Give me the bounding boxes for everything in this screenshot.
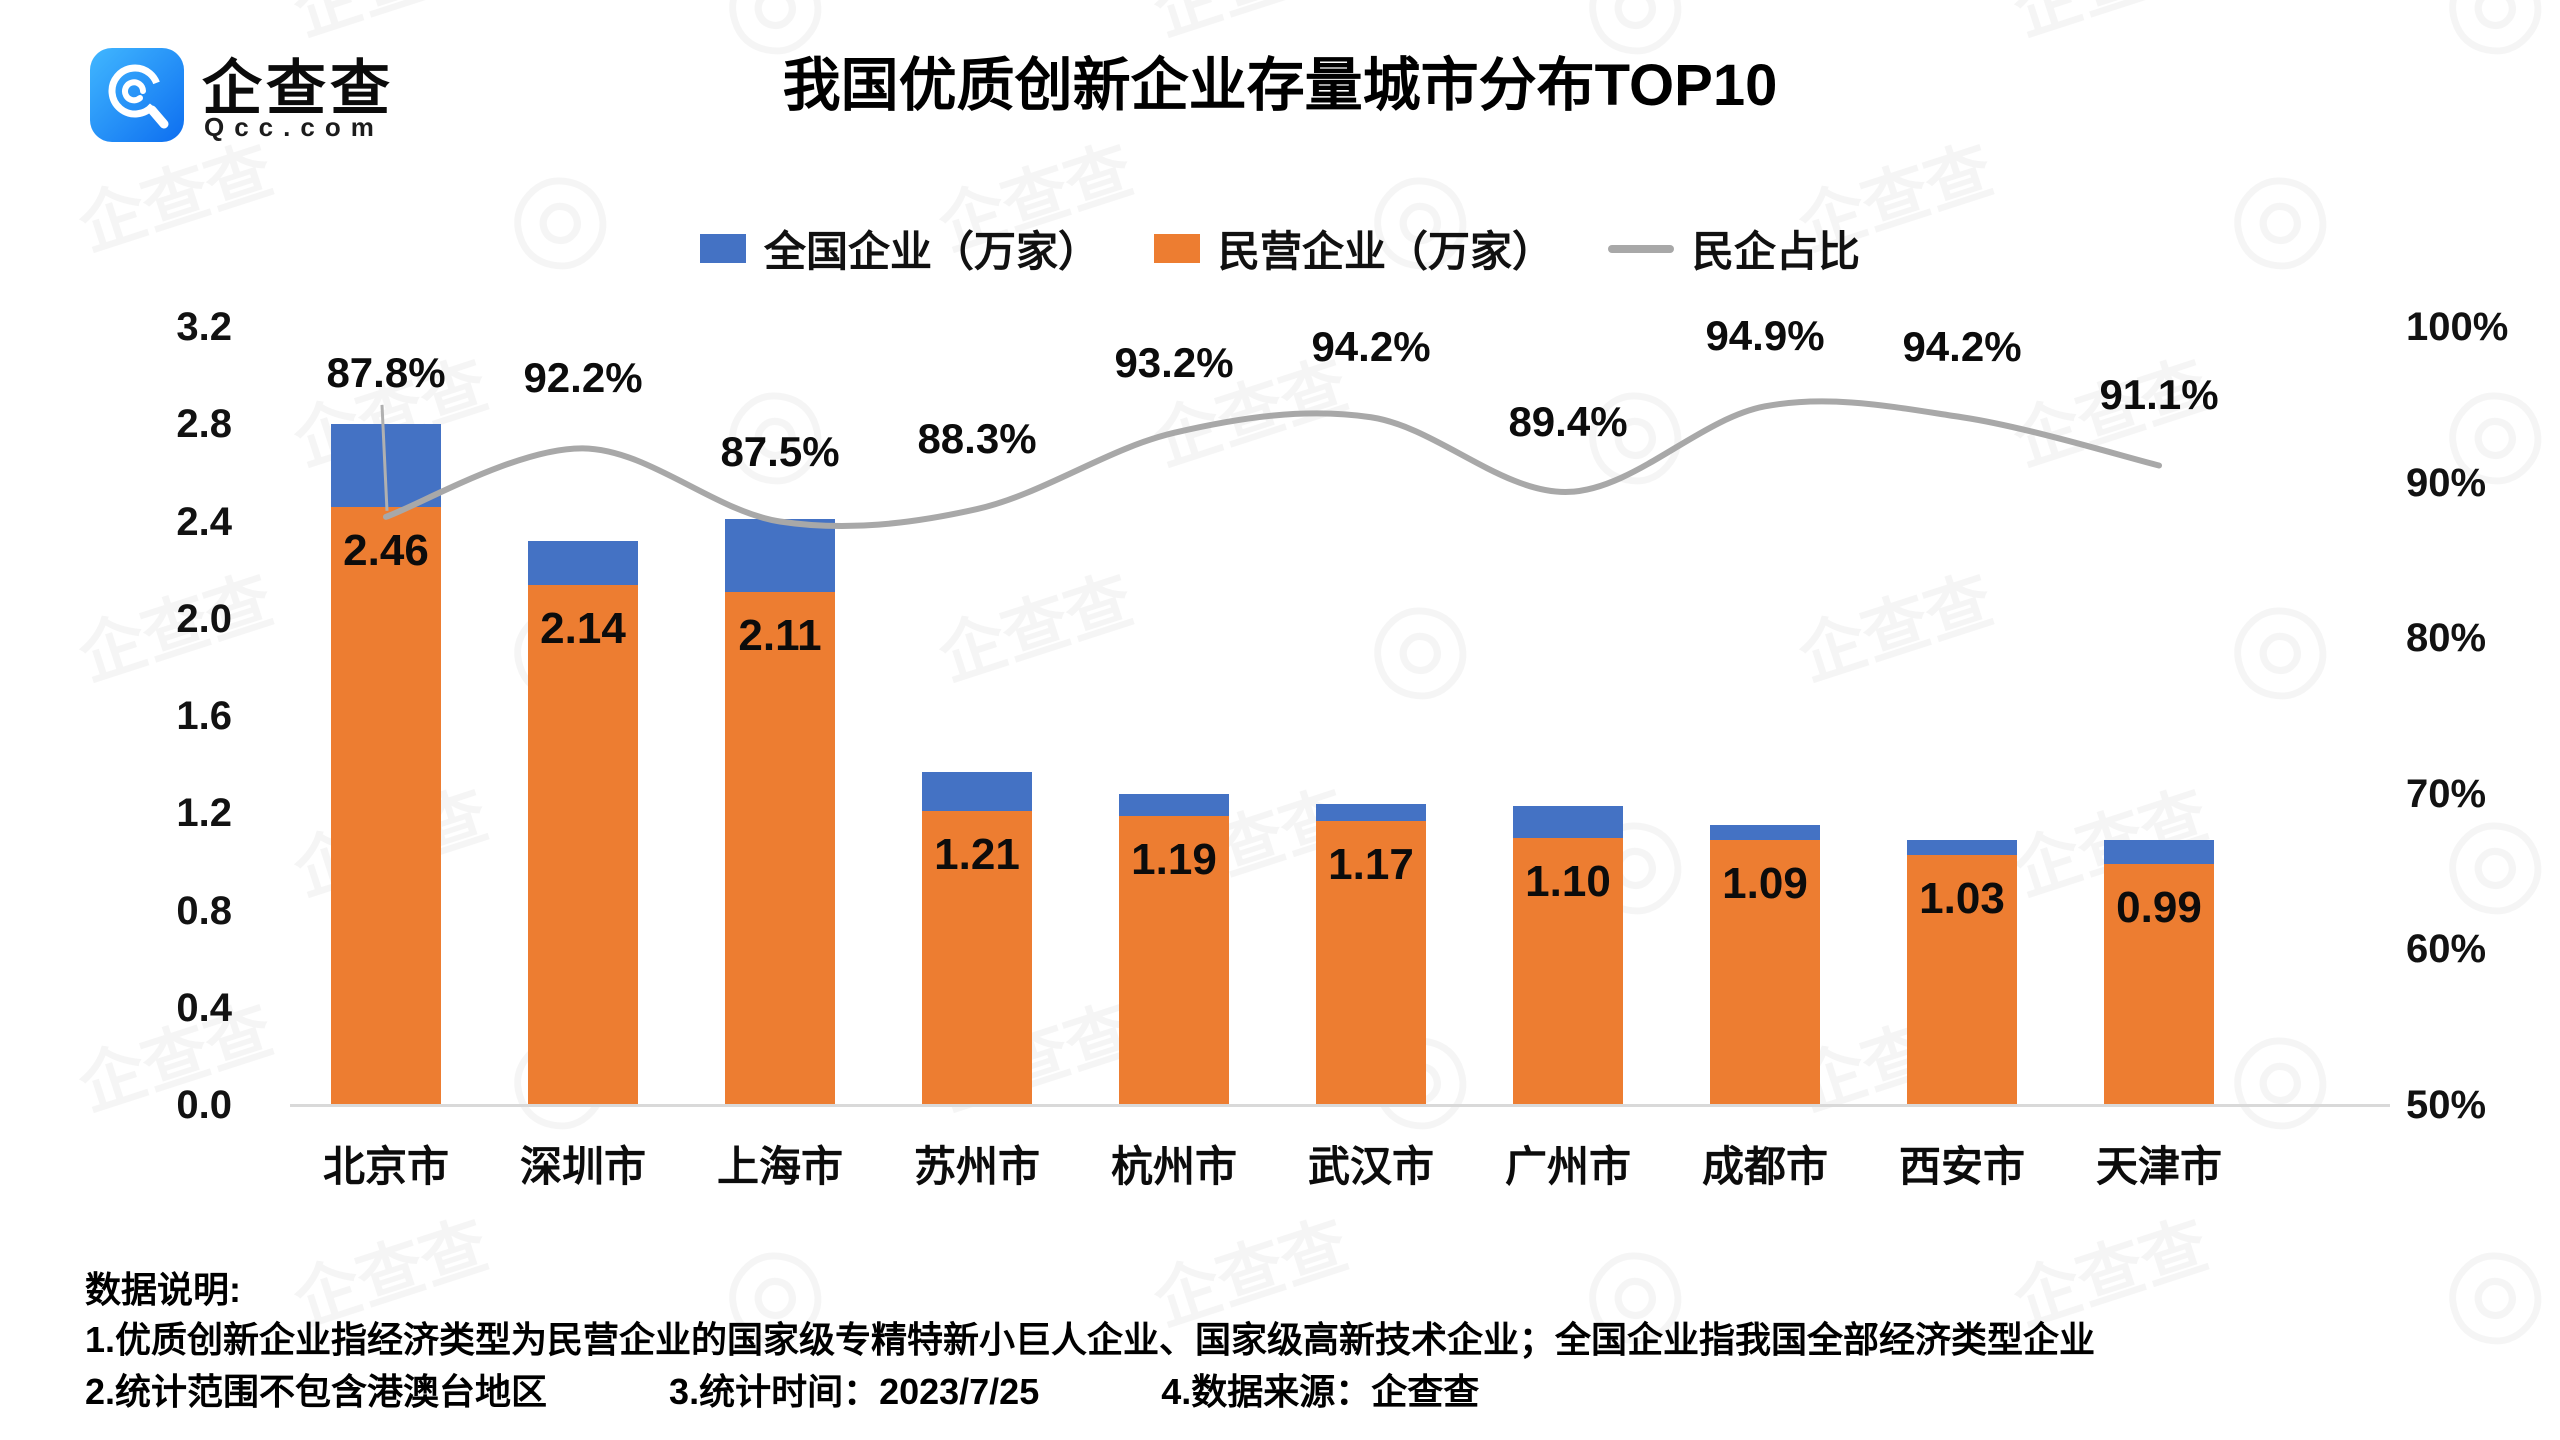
right-axis-tick: 60% (2406, 927, 2487, 972)
pct-label: 92.2% (523, 354, 643, 402)
city-label: 成都市 (1701, 1143, 1828, 1190)
legend-item-national: 全国企业（万家） (699, 218, 1100, 279)
legend-item-private: 民营企业（万家） (1153, 218, 1554, 279)
city-label: 苏州市 (913, 1143, 1040, 1190)
left-axis-tick: 2.4 (176, 499, 232, 544)
city-label: 广州市 (1504, 1143, 1631, 1190)
city-label: 上海市 (716, 1143, 843, 1190)
left-axis-tick: 1.2 (176, 791, 232, 836)
pct-label: 93.2% (1114, 338, 1234, 386)
footer-heading: 数据说明: (85, 1269, 241, 1310)
left-axis-tick: 0.0 (176, 1083, 232, 1127)
city-label: 深圳市 (519, 1143, 646, 1190)
bar-private (528, 584, 638, 1105)
city-label: 武汉市 (1307, 1143, 1434, 1190)
pct-label: 87.8% (326, 348, 446, 396)
legend-label-ratio: 民企占比 (1692, 228, 1861, 275)
footer-note-2b: 3.统计时间：2023/7/25 (669, 1371, 1040, 1412)
pct-label: 89.4% (1508, 397, 1628, 445)
pct-label: 91.1% (2099, 371, 2219, 419)
footer-note-2: 2.统计范围不包含港澳台地区 3.统计时间：2023/7/25 4.数据来源：企… (85, 1366, 2095, 1418)
bar-value-label: 1.19 (1131, 834, 1217, 884)
footer-notes: 数据说明: 1.优质创新企业指经济类型为民营企业的国家级专精特新小巨人企业、国家… (85, 1266, 2095, 1418)
left-axis-tick: 2.0 (176, 596, 232, 641)
left-axis-tick: 1.6 (176, 694, 232, 738)
left-axis-tick: 3.2 (176, 305, 232, 349)
trend-line (383, 398, 2162, 530)
bar-value-label: 0.99 (2116, 883, 2202, 933)
city-label: 杭州市 (1110, 1143, 1237, 1190)
bar-value-label: 2.11 (738, 611, 822, 660)
bar-private (1710, 839, 1820, 1105)
logo-domain: Qcc.com (204, 112, 384, 142)
legend-line-swatch-ratio (1608, 244, 1674, 253)
bar-private (1907, 854, 2017, 1105)
footer-note-2c: 4.数据来源：企查查 (1161, 1371, 1480, 1412)
x-axis-line (290, 1104, 2390, 1107)
legend-swatch-private (1153, 234, 1200, 263)
logo-wordmark: 企查查 (202, 55, 394, 122)
bar-private (725, 592, 835, 1105)
right-axis-tick: 90% (2406, 460, 2487, 505)
legend-label-private: 民营企业（万家） (1217, 228, 1554, 275)
bar-value-label: 1.09 (1722, 858, 1808, 908)
city-label: 北京市 (322, 1143, 449, 1190)
bar-private (331, 506, 441, 1105)
legend-label-national: 全国企业（万家） (763, 228, 1100, 275)
pct-label: 94.2% (1902, 323, 2022, 371)
left-axis-tick: 0.4 (176, 985, 232, 1030)
pct-label: 94.2% (1311, 323, 1431, 371)
bar-private (1119, 815, 1229, 1105)
right-axis-tick: 70% (2406, 771, 2487, 816)
magnifier-c-icon (108, 64, 169, 129)
bar-private (1513, 837, 1623, 1105)
footer-note-1: 1.优质创新企业指经济类型为民营企业的国家级专精特新小巨人企业、国家级高新技术企… (85, 1319, 2096, 1360)
bar-value-label: 1.03 (1919, 873, 2005, 923)
bar-private (1316, 820, 1426, 1105)
bar-private (2104, 864, 2214, 1105)
left-axis-tick: 2.8 (176, 402, 232, 447)
pct-label: 87.5% (720, 427, 840, 475)
chart-legend: 全国企业（万家） 民营企业（万家） 民企占比 (0, 218, 2560, 279)
city-label: 西安市 (1898, 1143, 2025, 1190)
legend-item-ratio: 民企占比 (1608, 218, 1860, 279)
bar-value-label: 1.17 (1328, 839, 1414, 889)
bar-private (922, 810, 1032, 1105)
city-label: 天津市 (2095, 1143, 2222, 1190)
bar-value-label: 2.46 (343, 525, 429, 575)
bar-value-label: 2.14 (540, 603, 626, 653)
qcc-logo-icon (90, 48, 184, 142)
pct-label: 94.9% (1705, 312, 1825, 360)
bar-value-label: 1.10 (1525, 856, 1611, 906)
left-axis-tick: 0.8 (176, 888, 232, 933)
chart-title: 我国优质创新企业存量城市分布TOP10 (782, 53, 1778, 118)
footer-note-2a: 2.统计范围不包含港澳台地区 (85, 1371, 548, 1412)
bar-value-label: 1.21 (934, 829, 1020, 879)
right-axis-tick: 80% (2406, 616, 2487, 661)
right-axis-tick: 50% (2406, 1083, 2487, 1127)
legend-swatch-national (699, 234, 746, 263)
pct-label: 88.3% (917, 415, 1037, 463)
right-axis-tick: 100% (2406, 305, 2509, 349)
